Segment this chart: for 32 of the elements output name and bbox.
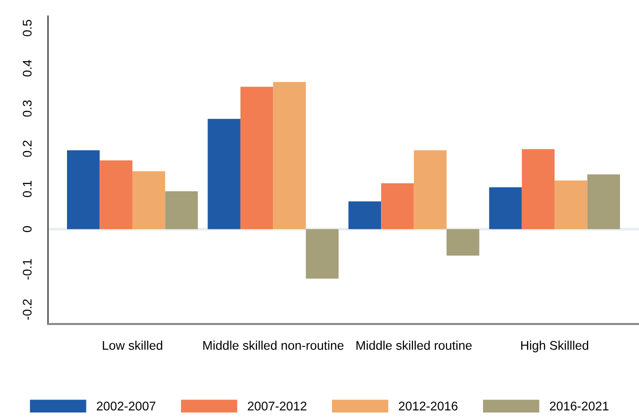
bar xyxy=(273,82,306,230)
legend-label: 2002-2007 xyxy=(96,402,156,410)
bar xyxy=(414,150,447,230)
legend-label: 2016-2021 xyxy=(550,402,608,410)
y-tick-label: -0.2 xyxy=(22,299,32,320)
bar xyxy=(489,187,522,230)
bar xyxy=(306,229,339,279)
bar xyxy=(165,191,198,230)
bar xyxy=(381,183,414,230)
bar xyxy=(240,86,274,230)
legend-label: 2012-2016 xyxy=(398,402,458,410)
bar xyxy=(132,171,166,230)
bar xyxy=(522,149,555,230)
x-tick-label: Middle skilled routine xyxy=(356,340,472,350)
x-tick-label: Low skilled xyxy=(102,340,162,350)
bar xyxy=(100,160,132,230)
y-tick-label: 0.4 xyxy=(22,60,32,76)
x-tick-label: Middle skilled non-routine xyxy=(203,340,344,350)
y-tick-label: 0.5 xyxy=(22,20,32,36)
bar xyxy=(554,180,588,230)
y-tick-label: 0.2 xyxy=(22,140,32,157)
bar xyxy=(66,150,100,230)
bar xyxy=(446,229,480,256)
bar xyxy=(348,201,382,230)
y-tick-label: 0 xyxy=(22,226,32,232)
y-tick-label: -0.1 xyxy=(22,259,32,280)
legend-label: 2007-2012 xyxy=(248,402,306,410)
bar xyxy=(208,118,240,230)
x-tick-label: High Skillled xyxy=(521,340,588,352)
bar xyxy=(587,174,620,230)
y-tick-label: 0.3 xyxy=(22,100,32,117)
y-tick-label: 0.1 xyxy=(22,180,32,198)
